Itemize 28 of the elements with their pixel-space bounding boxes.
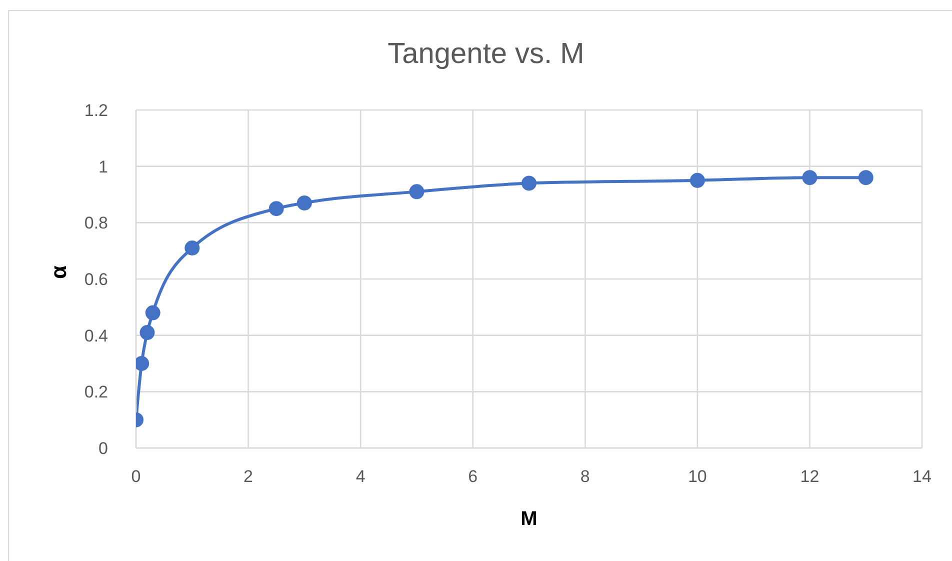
y-tick-label: 1 — [98, 157, 108, 176]
x-tick-label: 10 — [688, 467, 707, 486]
point — [296, 195, 312, 210]
x-tick-label: 8 — [580, 467, 590, 486]
y-tick-label: 0.8 — [84, 214, 108, 233]
x-tick-label: 0 — [131, 467, 141, 486]
point — [268, 201, 284, 216]
y-tick-label: 1.2 — [84, 101, 108, 120]
point — [802, 170, 818, 186]
x-tick-label: 4 — [356, 467, 366, 486]
x-axis-title: M — [520, 508, 538, 530]
chart-title: Tangente vs. M — [386, 38, 586, 71]
point — [140, 325, 155, 340]
point — [409, 184, 424, 200]
point — [858, 170, 874, 186]
y-axis-title: α — [46, 265, 71, 279]
point — [184, 240, 200, 256]
point — [145, 305, 160, 320]
x-tick-label: 2 — [244, 467, 254, 486]
x-tick-label: 14 — [912, 467, 932, 486]
y-tick-label: 0.6 — [84, 270, 108, 290]
point — [522, 176, 536, 191]
x-tick-label: 6 — [468, 467, 478, 486]
x-tick-label: 12 — [800, 467, 820, 486]
point — [690, 172, 705, 188]
y-tick-label: 0.4 — [84, 326, 108, 346]
y-tick-label: 0 — [98, 439, 108, 458]
y-tick-label: 0.2 — [84, 382, 108, 402]
